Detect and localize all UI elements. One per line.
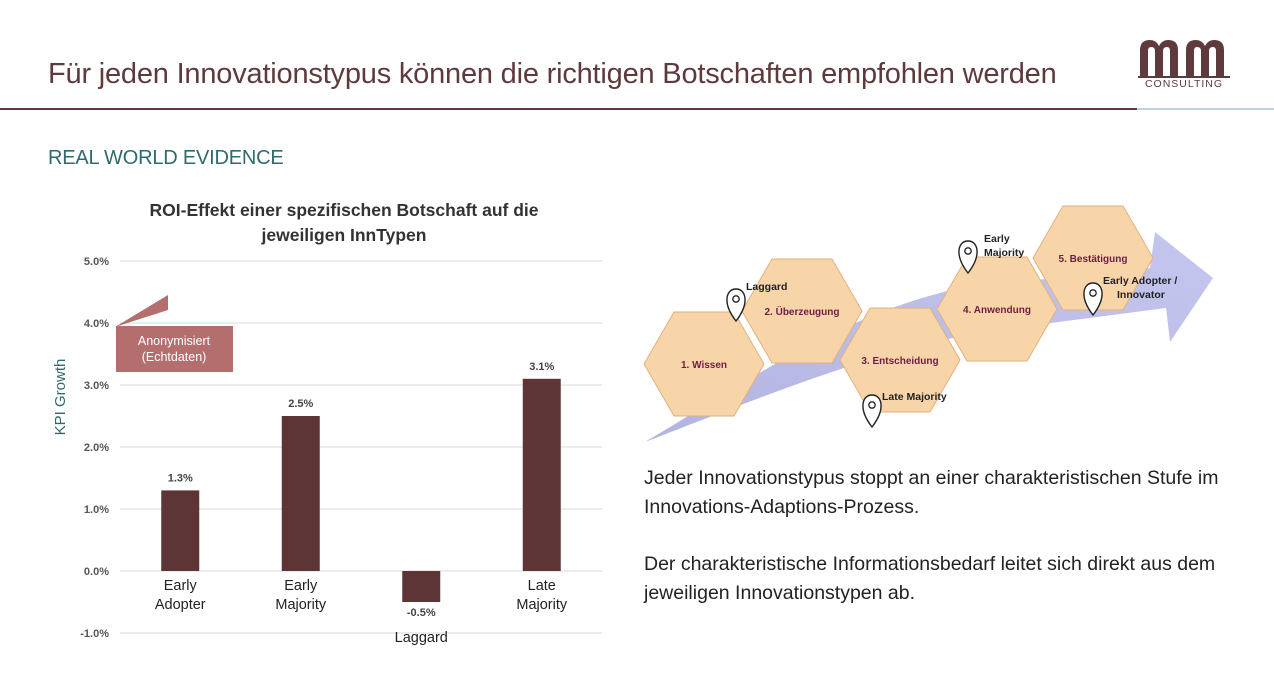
annotation-text: (Echtdaten) xyxy=(142,350,207,364)
process-marker-label: Laggard xyxy=(746,281,787,293)
location-pin-icon xyxy=(726,288,746,323)
x-category-label: Late xyxy=(528,578,556,594)
location-pin-dot xyxy=(868,401,876,409)
bar-value-label: 3.1% xyxy=(529,361,554,373)
location-pin-icon xyxy=(862,394,882,429)
annotation-pointer xyxy=(115,295,168,327)
innovation-process-diagram: 1. Wissen 2. Überzeugung 3. Entscheidung 4.… xyxy=(643,205,1213,442)
location-pin-dot xyxy=(964,247,972,255)
x-category-label: Early xyxy=(284,578,318,594)
chart-title-line: jeweiligen InnTypen xyxy=(261,225,427,245)
page-title: Für jeden Innovationstypus können die ri… xyxy=(48,58,1057,90)
annotation-box xyxy=(116,326,233,372)
process-marker-label: Early xyxy=(984,233,1010,245)
description-paragraph-2: Der charakteristische Informationsbedarf… xyxy=(644,553,1216,604)
chart-x-labels: Early Adopter Early Majority Laggard Late Majo… xyxy=(155,578,568,646)
process-step-label: 3. Entscheidung xyxy=(861,356,938,367)
x-category-label: Adopter xyxy=(155,597,206,613)
process-marker-label: Majority xyxy=(984,247,1024,259)
process-step-hexagon xyxy=(643,311,765,417)
process-step-label: 1. Wissen xyxy=(681,360,727,371)
process-marker-label: Innovator xyxy=(1117,289,1165,301)
logo-mark-icon xyxy=(1138,40,1230,78)
chart-y-axis-label: KPI Growth xyxy=(52,359,69,436)
bar xyxy=(402,571,441,602)
bar-value-label: 1.3% xyxy=(168,472,193,484)
x-category-label: Majority xyxy=(275,597,327,613)
bar xyxy=(522,378,561,571)
process-steps: 1. Wissen 2. Überzeugung 3. Entscheidung 4.… xyxy=(643,205,1154,417)
title-divider-accent xyxy=(1137,108,1274,110)
x-category-label: Early xyxy=(164,578,198,594)
process-step-hexagon xyxy=(741,258,863,364)
process-step-label: 4. Anwendung xyxy=(963,305,1031,316)
y-tick-label: 2.0% xyxy=(84,442,109,454)
location-pin-dot xyxy=(732,295,740,303)
y-tick-label: 0.0% xyxy=(84,566,109,578)
chart-bars xyxy=(161,378,561,602)
process-marker-label: Early Adopter / xyxy=(1103,275,1177,287)
title-divider xyxy=(0,108,1137,110)
chart-title-line: ROI-Effekt einer spezifischen Botschaft … xyxy=(150,200,539,220)
bar-value-label: 2.5% xyxy=(288,398,313,410)
y-tick-label: 5.0% xyxy=(84,256,109,268)
chart-title: ROI-Effekt einer spezifischen Botschaft … xyxy=(150,200,539,245)
location-pin-icon xyxy=(958,240,978,275)
roi-bar-chart: ROI-Effekt einer spezifischen Botschaft … xyxy=(52,200,602,646)
y-tick-label: 4.0% xyxy=(84,318,109,330)
chart-y-ticks: -1.0% 0.0% 1.0% 2.0% 3.0% 4.0% 5.0% xyxy=(80,256,109,640)
process-step-label: 5. Bestätigung xyxy=(1059,254,1128,265)
process-markers: Laggard Late Majority Early Majority Early A… xyxy=(726,233,1177,429)
bar-value-label: -0.5% xyxy=(407,607,436,619)
chart-annotation: Anonymisiert (Echtdaten) xyxy=(115,295,233,372)
bar xyxy=(281,416,320,571)
process-step-hexagon xyxy=(1032,205,1154,311)
location-pin-icon xyxy=(1083,282,1103,317)
process-marker-label: Late Majority xyxy=(882,391,947,403)
company-logo: CONSULTING xyxy=(1138,36,1230,92)
y-tick-label: 3.0% xyxy=(84,380,109,392)
annotation-text: Anonymisiert xyxy=(138,334,211,348)
y-tick-label: -1.0% xyxy=(80,628,109,640)
x-category-label: Majority xyxy=(516,597,568,613)
chart-grid xyxy=(120,260,602,634)
bar xyxy=(161,490,200,571)
description-paragraph-1: Jeder Innovationstypus stoppt an einer c… xyxy=(644,467,1219,518)
location-pin-dot xyxy=(1089,289,1097,297)
chart-value-labels: 1.3% 2.5% -0.5% 3.1% xyxy=(168,361,555,619)
y-tick-label: 1.0% xyxy=(84,504,109,516)
logo-text: CONSULTING xyxy=(1144,78,1224,90)
process-step-label: 2. Überzeugung xyxy=(764,305,839,318)
x-category-label: Laggard xyxy=(395,630,448,646)
section-heading: REAL WORLD EVIDENCE xyxy=(48,147,284,169)
